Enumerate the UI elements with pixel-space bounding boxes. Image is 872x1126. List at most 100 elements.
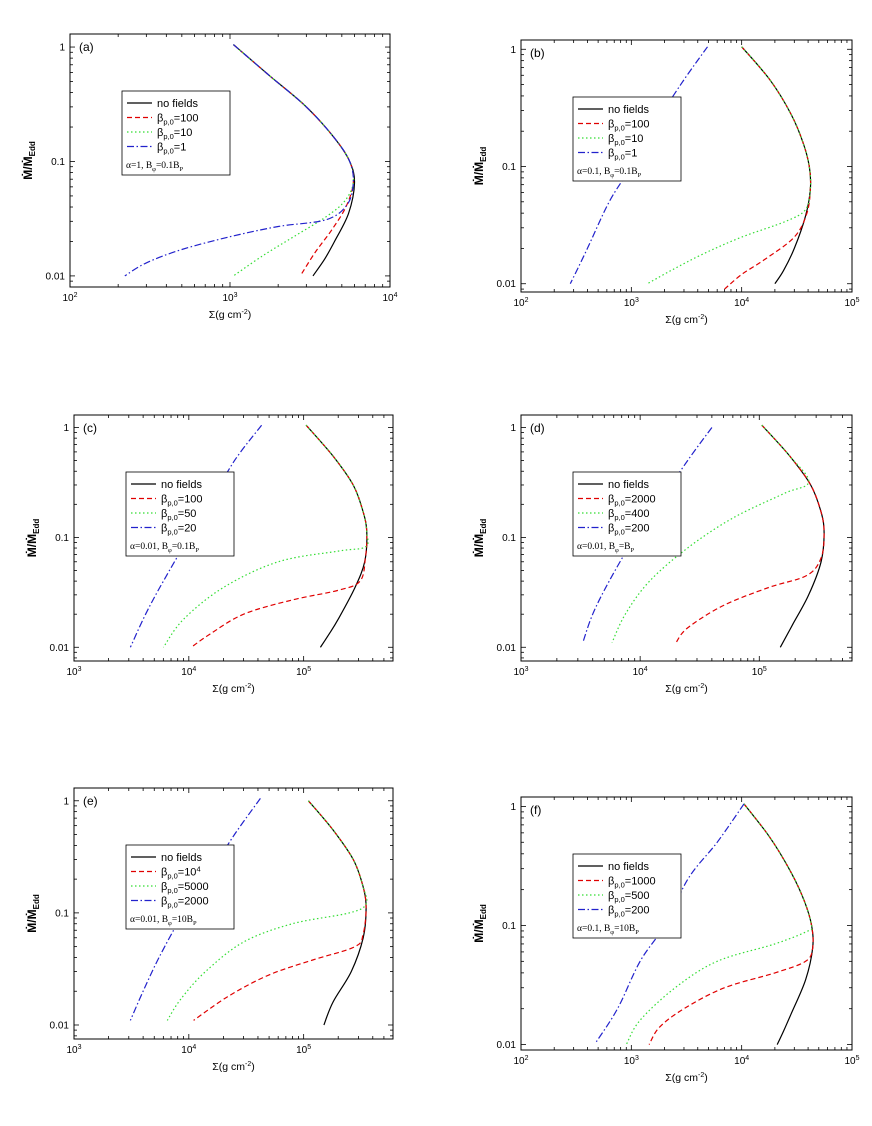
- legend-label: βp,0=1: [157, 142, 186, 156]
- plot-frame: [520, 39, 853, 293]
- legend-label: βp,0=100: [608, 119, 650, 133]
- y-axis-label: Ṁ/ṀEdd: [24, 519, 41, 558]
- x-tick-label: 103: [624, 1055, 639, 1067]
- x-tick-label: 102: [513, 1055, 528, 1067]
- y-tick-label: 0.1: [51, 157, 65, 168]
- y-tick-label: 0.1: [502, 533, 516, 544]
- panel-a: 102 103 104 0.01 0.1 1 Σ(g cm-2) Ṁ/ṀEdd (a) no fi…: [20, 33, 398, 321]
- series-line-b2: [625, 803, 813, 1045]
- x-tick-label: 103: [222, 292, 237, 304]
- series-line-no_fields: [743, 803, 814, 1045]
- panel-label: (f): [530, 803, 541, 817]
- plot-frame: [73, 787, 394, 1040]
- series-line-b3: [569, 46, 708, 284]
- legend-label: no fields: [608, 104, 649, 116]
- legend-label: no fields: [608, 479, 649, 491]
- x-tick-label: 103: [66, 1044, 81, 1056]
- legend-label: βp,0=1: [608, 148, 637, 162]
- series-line-no_fields: [307, 800, 367, 1026]
- y-axis-label: Ṁ/ṀEdd: [471, 904, 488, 943]
- panel-label: (a): [79, 40, 94, 54]
- legend-parameters: α=0.1, Bφ=10BP: [577, 924, 639, 936]
- x-tick-label: 105: [752, 666, 767, 678]
- series-line-b2: [647, 46, 812, 285]
- panel-c: 103 104 105 0.01 0.1 1 Σ(g cm-2) Ṁ/ṀEdd (c) no fi…: [24, 414, 394, 695]
- legend-label: no fields: [157, 98, 198, 110]
- series-line-no_fields: [305, 424, 368, 648]
- y-tick-label: 0.01: [46, 271, 66, 282]
- panel-label: (e): [83, 794, 98, 808]
- x-tick-label: 104: [734, 297, 749, 309]
- legend-box: [572, 96, 682, 182]
- series-group: [124, 44, 356, 277]
- x-tick-label: 102: [513, 297, 528, 309]
- legend-label: βp,0=10: [608, 133, 643, 147]
- panel-label: (d): [530, 421, 545, 435]
- x-tick-label: 104: [382, 292, 397, 304]
- legend-label: βp,0=100: [157, 113, 199, 127]
- series-line-no_fields: [233, 44, 356, 277]
- plot-frame: [520, 414, 853, 662]
- y-tick-label: 0.1: [502, 921, 516, 932]
- series-line-b2: [166, 800, 368, 1021]
- y-tick-label: 0.1: [55, 908, 69, 919]
- x-tick-label: 104: [181, 1044, 196, 1056]
- legend-label: βp,0=500: [608, 890, 650, 904]
- x-tick-label: 105: [296, 1044, 311, 1056]
- y-tick-label: 0.01: [50, 1020, 70, 1031]
- y-tick-label: 1: [510, 45, 516, 56]
- y-tick-label: 1: [510, 802, 516, 813]
- y-axis-label: Ṁ/ṀEdd: [471, 519, 488, 558]
- legend-label: βp,0=104: [161, 865, 201, 881]
- legend-label: βp,0=10: [157, 127, 192, 141]
- series-group: [129, 424, 369, 648]
- legend-label: βp,0=2000: [608, 494, 656, 508]
- legend-parameters: α=1, Bφ=0.1BP: [126, 161, 184, 173]
- x-tick-label: 105: [296, 666, 311, 678]
- y-axis-label: Ṁ/ṀEdd: [471, 147, 488, 186]
- legend-label: βp,0=200: [608, 523, 650, 537]
- x-tick-label: 102: [62, 292, 77, 304]
- y-tick-label: 0.1: [502, 162, 516, 173]
- y-axis-label: Ṁ/ṀEdd: [24, 894, 41, 933]
- panel-b: 102 103 104 105 0.01 0.1 1 Σ(g cm-2) Ṁ/ṀEdd (b) no…: [471, 39, 860, 326]
- x-tick-label: 103: [624, 297, 639, 309]
- legend-label: βp,0=200: [608, 905, 650, 919]
- legend-label: no fields: [161, 479, 202, 491]
- series-line-b1: [675, 424, 825, 644]
- y-axis-label: Ṁ/ṀEdd: [20, 141, 37, 180]
- x-axis-label: Σ(g cm-2): [665, 683, 707, 695]
- series-line-b2: [611, 424, 810, 643]
- legend-box: [572, 853, 682, 939]
- legend-label: βp,0=400: [608, 508, 650, 522]
- y-tick-label: 1: [63, 796, 69, 807]
- y-tick-label: 0.01: [497, 643, 517, 654]
- legend-box: [125, 844, 235, 930]
- x-axis-label: Σ(g cm-2): [665, 314, 707, 326]
- series-line-no_fields: [761, 424, 825, 648]
- legend-label: βp,0=5000: [161, 881, 209, 895]
- x-axis-label: Σ(g cm-2): [665, 1072, 707, 1084]
- x-axis-label: Σ(g cm-2): [209, 309, 251, 321]
- x-tick-label: 104: [734, 1055, 749, 1067]
- series-line-b1: [233, 44, 355, 277]
- plot-frame: [520, 796, 853, 1051]
- legend-parameters: α=0.1, Bφ=0.1BP: [577, 167, 642, 179]
- legend-label: no fields: [608, 861, 649, 873]
- y-tick-label: 0.1: [55, 533, 69, 544]
- legend-box: [121, 90, 231, 176]
- series-line-b2: [233, 44, 355, 277]
- series-line-b2: [162, 424, 369, 648]
- series-line-b1: [648, 803, 814, 1045]
- x-tick-label: 104: [633, 666, 648, 678]
- plot-frame: [73, 414, 394, 662]
- series-line-no_fields: [741, 46, 812, 285]
- legend-label: βp,0=20: [161, 523, 196, 537]
- x-tick-label: 103: [513, 666, 528, 678]
- series-line-b1: [724, 46, 812, 290]
- series-group: [569, 46, 812, 290]
- x-axis-label: Σ(g cm-2): [212, 1061, 254, 1073]
- x-tick-label: 103: [66, 666, 81, 678]
- y-tick-label: 1: [63, 423, 69, 434]
